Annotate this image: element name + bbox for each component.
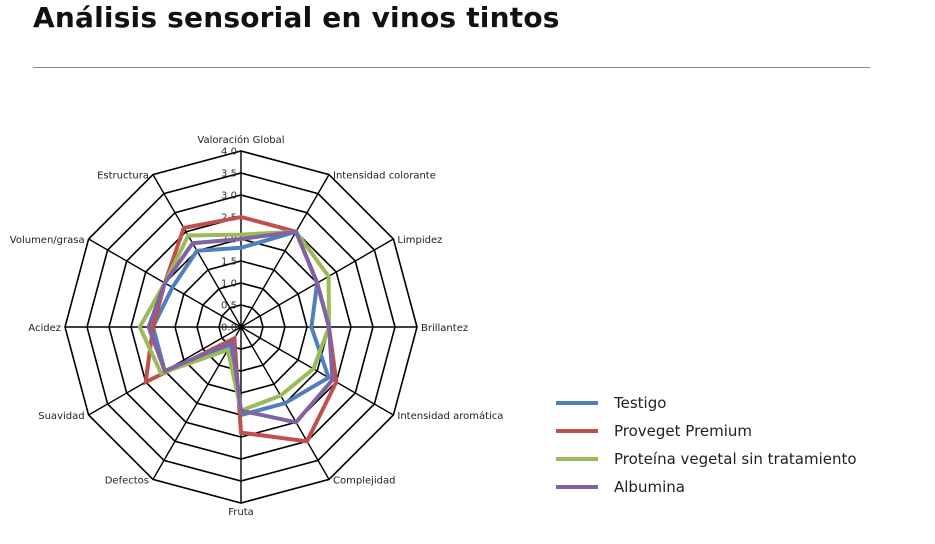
legend-label: Proteína vegetal sin tratamiento [614, 450, 857, 468]
page-title: Análisis sensorial en vinos tintos [33, 1, 560, 34]
grid-spoke [240, 174, 330, 328]
tick-label: 0.0 [221, 323, 237, 334]
legend-item: Testigo [556, 389, 857, 417]
axis-label: Limpidez [397, 235, 442, 246]
tick-label: 1.0 [221, 279, 237, 290]
series-line-albumina [146, 229, 335, 425]
axis-label: Intensidad colorante [333, 171, 436, 182]
tick-label: 1.5 [221, 257, 237, 268]
legend-label: Testigo [614, 394, 667, 412]
legend-item: Proveget Premium [556, 417, 857, 445]
chart-legend: Testigo Proveget Premium Proteína vegetal … [556, 389, 857, 501]
tick-label: 3.0 [221, 191, 237, 202]
radar-grid [64, 150, 418, 504]
axis-label: Complejidad [333, 475, 396, 486]
axis-label: Fruta [228, 507, 254, 518]
legend-label: Proveget Premium [614, 422, 753, 440]
legend-item: Proteína vegetal sin tratamiento [556, 445, 857, 473]
axis-label: Valoración Global [197, 134, 284, 146]
axis-label: Intensidad aromática [397, 410, 503, 422]
axis-label: Volumen/grasa [10, 235, 85, 246]
tick-label: 4.0 [221, 147, 237, 158]
legend-label: Albumina [614, 478, 685, 496]
axis-label: Acidez [28, 323, 61, 334]
tick-label: 0.5 [221, 301, 237, 312]
axis-label: Brillantez [421, 323, 468, 334]
legend-swatch [556, 457, 598, 461]
radar-axis-labels: Valoración Global Intensidad colorante Lim… [10, 134, 504, 518]
title-divider [33, 67, 870, 68]
axis-label: Defectos [105, 475, 149, 486]
axis-label: Estructura [97, 171, 149, 182]
legend-swatch [556, 429, 598, 433]
radar-series [137, 214, 339, 444]
axis-label: Suavidad [38, 411, 84, 422]
legend-item: Albumina [556, 473, 857, 501]
grid-spoke [240, 326, 394, 416]
tick-label: 3.5 [221, 169, 237, 180]
legend-swatch [556, 485, 598, 489]
legend-swatch [556, 401, 598, 405]
